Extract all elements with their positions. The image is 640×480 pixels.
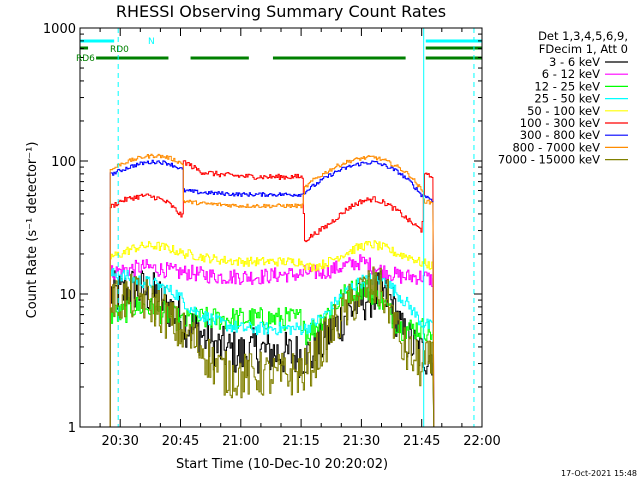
series-line-6 [109,159,435,428]
x-tick-label: 22:00 [463,434,500,449]
legend-header-line: Det 1,3,4,5,6,9, [538,29,628,43]
legend-header-line: FDecim 1, Att 0 [539,42,628,56]
series-line-2 [109,279,435,428]
chart-title: RHESSI Observing Summary Count Rates [116,2,446,21]
legend-entry-label: 6 - 12 keV [542,67,600,81]
y-tick-label: 10 [59,288,76,303]
legend-entry-label: 300 - 800 keV [520,128,600,142]
x-tick-label: 21:00 [222,434,259,449]
x-tick-label: 20:45 [162,434,199,449]
legend-entry-label: 12 - 25 keV [534,79,600,93]
annotation-rd6-label: RD6 [76,54,95,64]
legend-entry-label: 3 - 6 keV [549,55,600,69]
y-axis-label: Count Rate (s⁻¹ detector⁻¹) [25,142,40,319]
x-tick-label: 20:30 [101,434,138,449]
annotation-rd0-label: RD0 [110,45,129,55]
footer-timestamp: 17-Oct-2021 15:48 [561,469,637,478]
legend-entry-label: 50 - 100 keV [527,104,600,118]
legend-entry-label: 100 - 300 keV [520,116,600,130]
x-tick-label: 21:45 [403,434,440,449]
y-tick-label: 1000 [43,22,76,37]
legend-entry-label: 7000 - 15000 keV [498,153,600,167]
series-line-8 [109,266,435,428]
legend-entry-label: 25 - 50 keV [534,92,600,106]
series-line-4 [109,240,435,428]
x-axis-label: Start Time (10-Dec-10 20:20:02) [176,457,388,472]
y-tick-label: 100 [51,155,76,170]
legend-entry-label: 800 - 7000 keV [512,140,600,154]
y-tick-label: 1 [68,421,76,436]
annotation-n-label: N [148,37,155,47]
legend: Det 1,3,4,5,6,9,FDecim 1, Att 03 - 6 keV… [498,29,628,167]
x-tick-label: 21:30 [343,434,380,449]
series-line-7 [109,153,435,428]
series-line-5 [109,160,435,428]
x-tick-label: 21:15 [282,434,319,449]
